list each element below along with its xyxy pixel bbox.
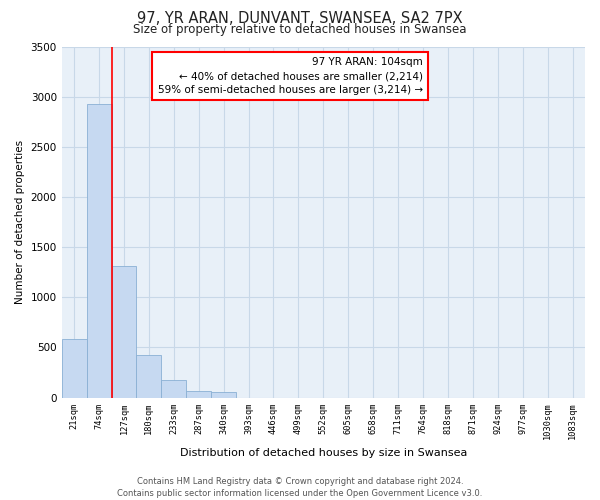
Bar (211, 392, 236, 398)
Bar (86, 104, 112, 398)
Text: 97 YR ARAN: 104sqm
← 40% of detached houses are smaller (2,214)
59% of semi-deta: 97 YR ARAN: 104sqm ← 40% of detached hou… (158, 57, 423, 95)
Text: 97, YR ARAN, DUNVANT, SWANSEA, SA2 7PX: 97, YR ARAN, DUNVANT, SWANSEA, SA2 7PX (137, 11, 463, 26)
Text: Contains HM Land Registry data © Crown copyright and database right 2024.
Contai: Contains HM Land Registry data © Crown c… (118, 476, 482, 498)
X-axis label: Distribution of detached houses by size in Swansea: Distribution of detached houses by size … (179, 448, 467, 458)
Y-axis label: Number of detached properties: Number of detached properties (15, 140, 25, 304)
Bar (186, 390, 211, 398)
Text: Size of property relative to detached houses in Swansea: Size of property relative to detached ho… (133, 22, 467, 36)
Bar (112, 266, 136, 398)
Bar (62, 340, 86, 398)
Bar (161, 380, 186, 398)
Bar (136, 356, 161, 398)
